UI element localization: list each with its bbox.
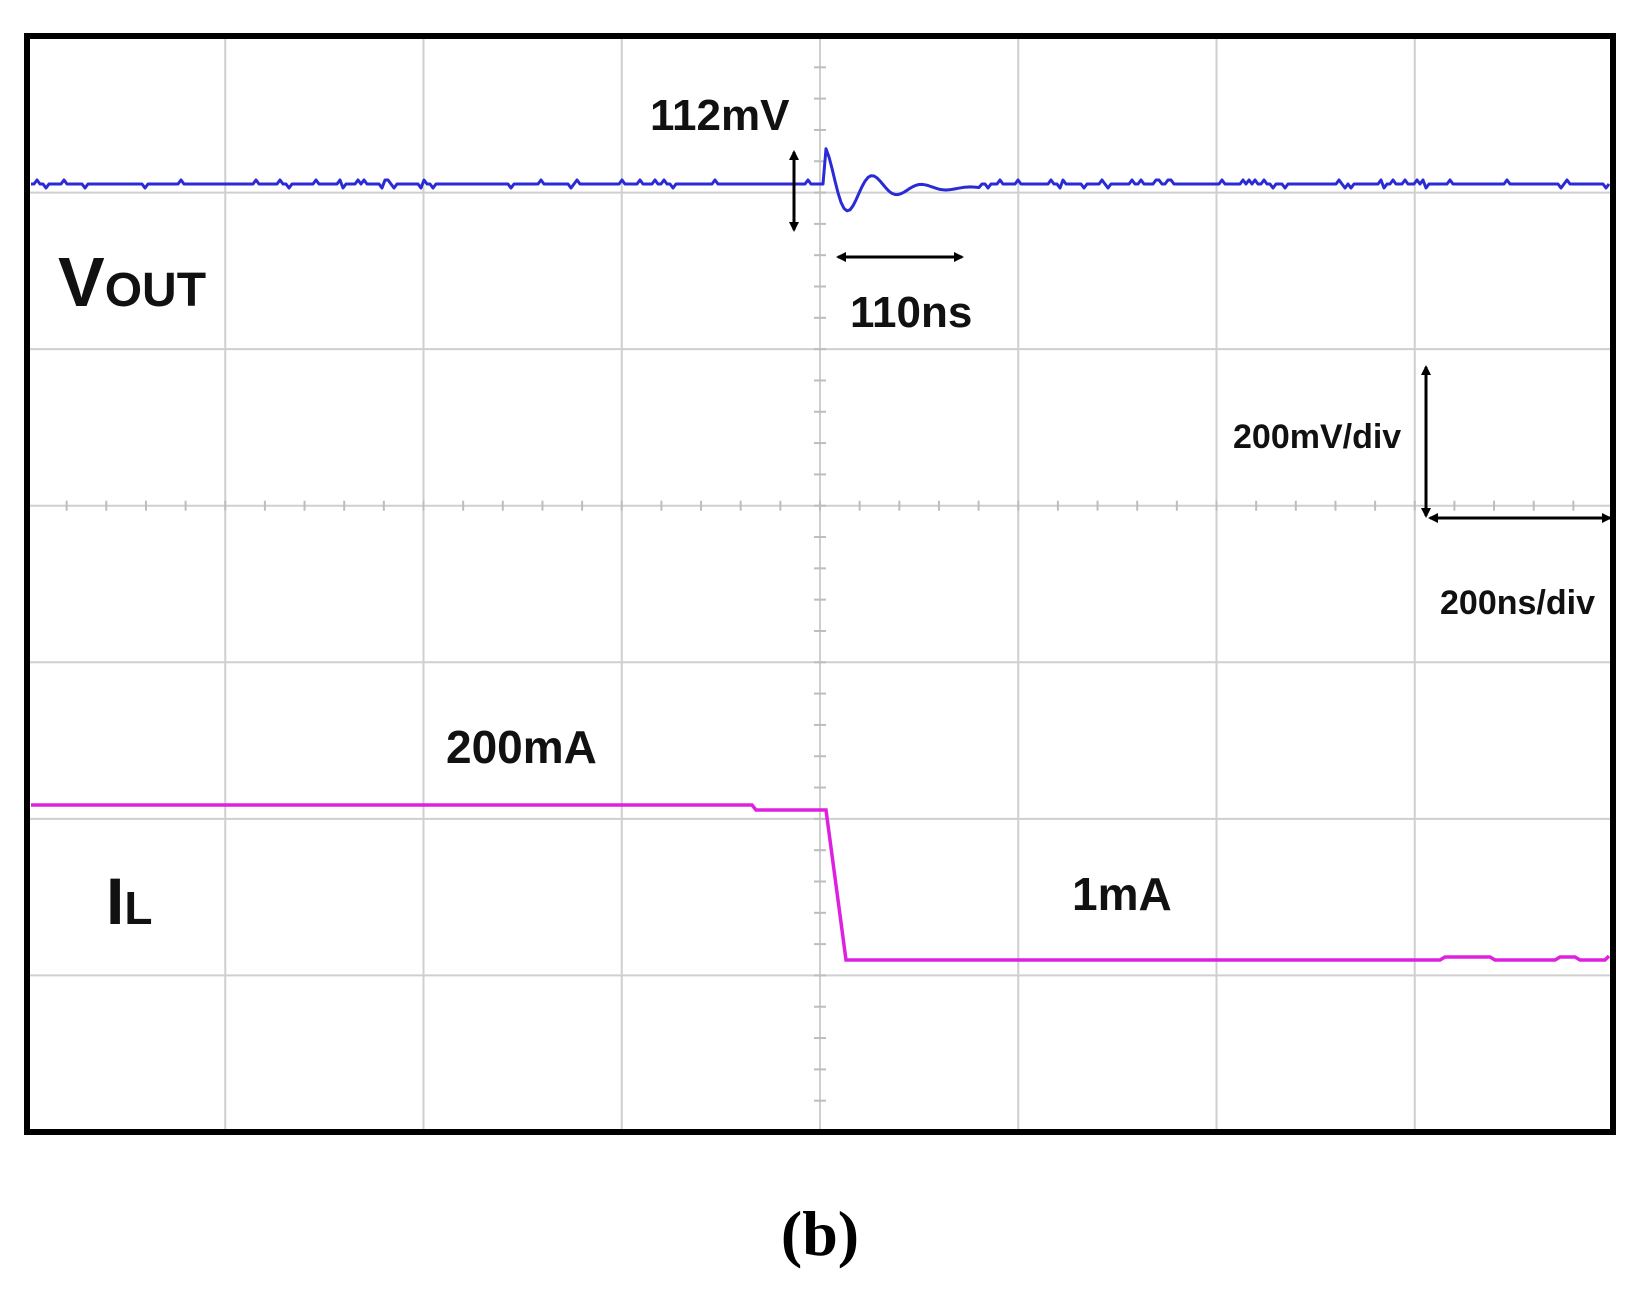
vout-label-sub: OUT — [105, 264, 206, 317]
il-trace-label: IL — [106, 864, 152, 938]
vertical-scale-label: 200mV/div — [1233, 418, 1401, 456]
il-label-sub: L — [124, 882, 152, 934]
vout-label-main: V — [58, 243, 105, 321]
overshoot-label: 112mV — [650, 91, 790, 140]
il-trace — [31, 803, 1611, 962]
horizontal-scale-label: 200ns/div — [1440, 584, 1595, 622]
figure-caption: (b) — [781, 1198, 859, 1269]
low-current-label: 1mA — [1072, 868, 1172, 920]
grid — [26, 35, 1614, 1133]
settling-label: 110ns — [850, 288, 972, 337]
plot-frame — [24, 33, 1616, 1135]
vout-trace-label: VOUT — [58, 243, 206, 321]
il-label-main: I — [106, 864, 124, 938]
vout-trace — [31, 147, 1611, 213]
high-current-label: 200mA — [446, 721, 597, 773]
